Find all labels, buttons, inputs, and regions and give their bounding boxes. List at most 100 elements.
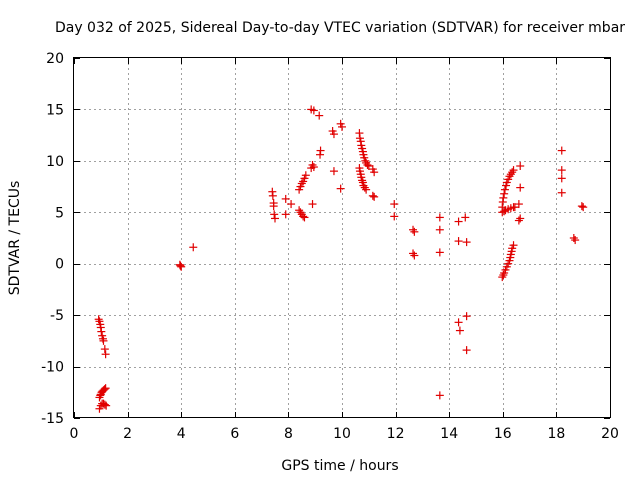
data-point	[362, 185, 371, 194]
data-point	[390, 212, 399, 221]
data-point	[370, 192, 379, 201]
data-point	[270, 210, 279, 219]
x-tick-label: 18	[547, 426, 565, 442]
x-tick-label: 0	[70, 426, 79, 442]
data-point	[299, 212, 308, 221]
data-point	[499, 271, 508, 280]
data-point	[101, 350, 110, 359]
y-axis-label: SDTVAR / TECUs	[7, 181, 23, 296]
x-tick-label: 4	[177, 426, 186, 442]
x-tick-label: 8	[284, 426, 293, 442]
data-point	[462, 238, 471, 247]
chart-title: Day 032 of 2025, Sidereal Day-to-day VTE…	[55, 20, 625, 36]
points-layer	[94, 105, 588, 413]
x-tick-label: 6	[230, 426, 239, 442]
data-point	[176, 261, 185, 270]
data-point	[454, 237, 463, 246]
x-axis-label: GPS time / hours	[281, 458, 398, 474]
data-point	[329, 130, 338, 139]
data-point	[101, 384, 110, 393]
data-point	[338, 122, 346, 131]
data-point	[100, 385, 109, 394]
data-point	[390, 200, 399, 209]
data-point	[189, 243, 198, 252]
data-point	[287, 200, 296, 209]
data-point	[454, 217, 463, 226]
data-point	[498, 273, 507, 282]
data-point	[102, 401, 111, 410]
data-point	[435, 391, 444, 400]
data-point	[462, 312, 471, 321]
y-tick-label: 20	[46, 51, 64, 67]
x-tick-label: 16	[494, 426, 512, 442]
data-point	[360, 183, 369, 192]
data-point	[505, 172, 514, 181]
data-point	[281, 210, 290, 219]
data-point	[516, 214, 525, 223]
data-point	[309, 163, 318, 172]
data-point	[514, 200, 523, 209]
grid-layer	[74, 58, 610, 418]
y-tick-label: -15	[41, 411, 64, 427]
data-point	[358, 176, 367, 185]
data-point	[571, 236, 580, 245]
data-point	[281, 194, 290, 203]
data-point	[409, 249, 418, 258]
data-point	[100, 400, 109, 409]
y-tick-label: 10	[46, 154, 64, 170]
data-point	[510, 203, 519, 212]
data-point	[454, 318, 463, 327]
data-point	[455, 326, 464, 335]
y-tick-label: 0	[55, 257, 64, 273]
data-point	[94, 315, 103, 324]
data-point	[509, 166, 518, 175]
data-point	[99, 336, 108, 345]
data-point	[409, 225, 418, 234]
data-point	[301, 171, 310, 180]
data-point	[329, 167, 338, 176]
data-point	[268, 191, 277, 200]
data-point	[462, 346, 471, 355]
data-point	[557, 188, 566, 197]
data-point	[368, 191, 377, 200]
data-point	[370, 168, 379, 177]
plot-frame	[73, 57, 611, 418]
data-point	[309, 106, 318, 115]
data-point	[508, 168, 517, 177]
data-point	[557, 174, 566, 183]
data-point	[361, 156, 370, 165]
data-point	[500, 207, 509, 216]
y-tick-label: -5	[50, 308, 64, 324]
x-tick-label: 12	[387, 426, 405, 442]
data-point	[514, 216, 523, 225]
data-point	[516, 183, 525, 192]
data-point	[435, 248, 444, 257]
data-point	[295, 206, 304, 215]
data-point	[435, 225, 444, 234]
data-point	[506, 170, 515, 179]
data-point	[316, 150, 325, 159]
data-point	[557, 146, 566, 155]
data-point	[300, 213, 309, 222]
data-point	[579, 203, 588, 212]
data-point	[557, 166, 566, 175]
data-point	[308, 160, 317, 169]
x-tick-label: 20	[601, 426, 619, 442]
data-point	[500, 185, 509, 194]
data-point	[363, 160, 372, 169]
data-point	[297, 179, 306, 188]
data-point	[410, 227, 419, 236]
x-tick-label: 14	[440, 426, 458, 442]
data-point	[509, 241, 518, 250]
data-point	[359, 181, 368, 190]
data-point	[271, 214, 279, 223]
data-point	[569, 234, 578, 242]
data-point	[516, 162, 525, 170]
data-point	[308, 200, 317, 209]
data-point	[336, 184, 345, 193]
data-point	[296, 208, 305, 217]
data-point	[435, 213, 444, 222]
y-tick-label: -10	[41, 360, 64, 376]
y-tick-label: 15	[46, 102, 64, 118]
